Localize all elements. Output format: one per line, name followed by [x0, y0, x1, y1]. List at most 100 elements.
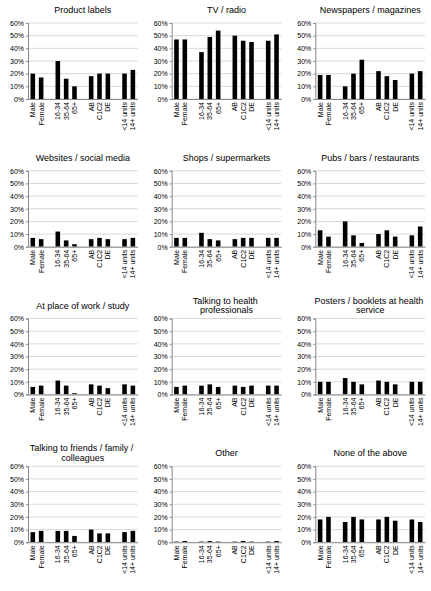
bar: [318, 75, 323, 99]
bars: [318, 221, 423, 246]
tick-label: 20%: [154, 514, 168, 521]
panel-title: Talking to health professionals: [193, 296, 261, 316]
tick-label: 60%: [297, 20, 311, 27]
axis-line: [29, 99, 139, 100]
grid-line: [28, 466, 138, 467]
tick-label: 14+ units: [417, 397, 424, 426]
grid-line: [172, 369, 282, 370]
tick: 20%: [10, 514, 28, 521]
tick: AB: [231, 249, 238, 259]
tick-label: 40%: [297, 341, 311, 348]
bar: [122, 74, 127, 99]
tick-label: Male: [317, 397, 324, 412]
tick: <14 units: [408, 397, 415, 426]
bar: [31, 238, 36, 247]
tick-label: DE: [104, 397, 111, 407]
tick-label: AB: [375, 249, 382, 259]
tick: 40%: [10, 488, 28, 495]
tick-label: 14+ units: [129, 545, 136, 574]
panel-title: Newspapers / magazines: [320, 5, 422, 15]
tick-label: <14 units: [408, 397, 415, 426]
grid-line: [28, 331, 138, 332]
bar: [266, 541, 271, 542]
tick: 20%: [297, 70, 315, 77]
bar: [266, 386, 271, 395]
tick-label: 30%: [297, 501, 311, 508]
tick-label: 40%: [154, 488, 168, 495]
bar: [318, 519, 323, 542]
tick: 0%: [301, 96, 315, 103]
tick-label: 10%: [297, 231, 311, 238]
tick-mark: [170, 504, 172, 505]
tick-mark: [313, 23, 315, 24]
tick: 10%: [297, 526, 315, 533]
tick: Female: [325, 545, 332, 568]
bar: [72, 536, 77, 542]
tick: <14 units: [265, 102, 272, 131]
tick-label: 35-64: [350, 102, 357, 120]
tick: Male: [29, 397, 36, 412]
panel: Newspapers / magazines0%10%20%30%40%50%6…: [297, 5, 425, 131]
tick-label: 40%: [10, 341, 24, 348]
tick-mark: [26, 61, 28, 62]
tick: 60%: [154, 20, 172, 27]
bar: [233, 36, 238, 99]
grid-line: [172, 331, 282, 332]
tick: 65+: [71, 398, 78, 410]
grid-line: [28, 478, 138, 479]
tick-mark: [313, 74, 315, 75]
bars: [31, 381, 136, 395]
axis-line: [316, 542, 426, 543]
panel: Websites / social media0%10%20%30%40%50%…: [10, 153, 138, 279]
grid: [28, 319, 138, 395]
bars: [174, 541, 279, 542]
tick: Female: [38, 397, 45, 420]
tick: DE: [248, 249, 255, 259]
bar: [131, 70, 136, 99]
tick: 35-64: [63, 250, 70, 268]
bar: [131, 386, 136, 395]
axis-line: [26, 467, 29, 543]
bar: [97, 74, 102, 99]
grid-line: [172, 221, 282, 222]
tick-label: AB: [375, 397, 382, 407]
tick-label: C1C2: [240, 102, 247, 120]
tick: 40%: [10, 45, 28, 52]
panel-title: Other: [215, 448, 238, 458]
tick: AB: [375, 249, 382, 259]
panel: None of the above0%10%20%30%40%50%60%Mal…: [297, 448, 425, 574]
tick-label: Female: [181, 545, 188, 568]
tick-label: 30%: [154, 58, 168, 65]
bar: [39, 531, 44, 542]
bar: [216, 31, 221, 99]
tick-label: 35-64: [63, 250, 70, 268]
x-axis: MaleFemale16-3435-6465+ABC1C2DE<14 units…: [316, 543, 426, 574]
tick: Female: [325, 250, 332, 273]
panel-title: At place of work / study: [36, 301, 130, 311]
tick: DE: [392, 397, 399, 407]
tick-label: AB: [375, 545, 382, 555]
grid-line: [315, 183, 425, 184]
bar: [249, 541, 254, 542]
tick-label: Male: [173, 545, 180, 560]
grid-line: [315, 343, 425, 344]
grid-line: [28, 183, 138, 184]
tick: Female: [38, 102, 45, 125]
panel: Shops / supermarkets0%10%20%30%40%50%60%…: [154, 153, 282, 279]
tick-label: <14 units: [121, 102, 128, 131]
grid-line: [172, 246, 282, 247]
tick-label: DE: [392, 397, 399, 407]
tick-label: 65+: [71, 102, 78, 114]
tick: Male: [317, 250, 324, 265]
tick-label: 35-64: [63, 397, 70, 415]
axis-line: [316, 247, 426, 248]
tick-mark: [170, 23, 172, 24]
tick-label: 20%: [297, 366, 311, 373]
panel: Talking to health professionals0%10%20%3…: [154, 296, 282, 427]
tick-label: Male: [317, 102, 324, 117]
tick-mark: [170, 209, 172, 210]
axis-line: [172, 395, 282, 396]
bar: [31, 387, 36, 395]
grid-line: [28, 73, 138, 74]
tick: Male: [173, 250, 180, 265]
